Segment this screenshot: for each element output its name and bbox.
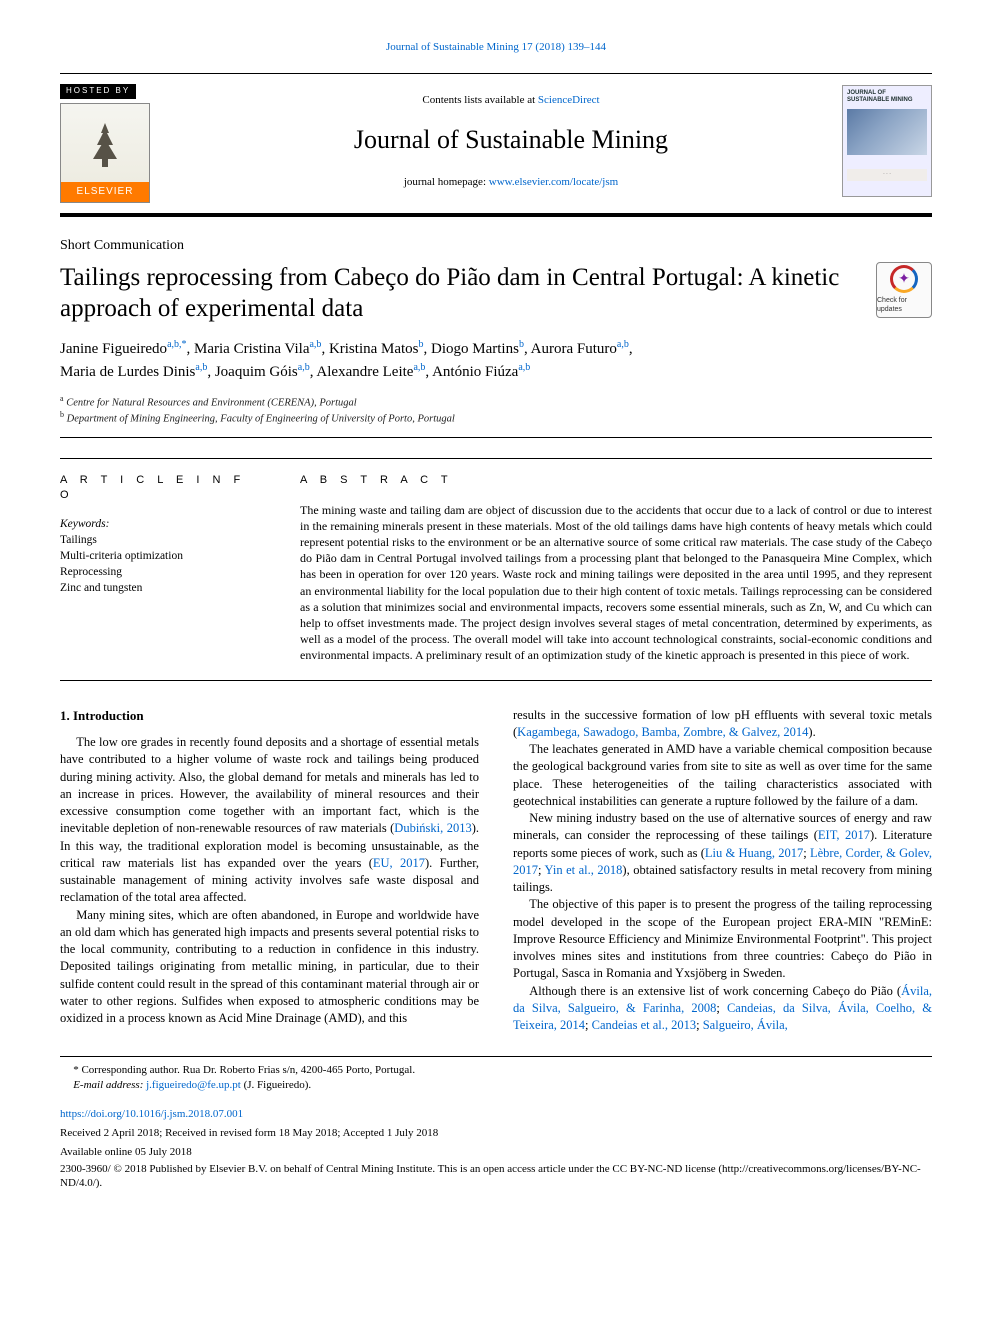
citation-link[interactable]: Salgueiro, Ávila,	[703, 1018, 788, 1032]
journal-homepage-link[interactable]: www.elsevier.com/locate/jsm	[489, 176, 618, 188]
citation-link[interactable]: Yin et al., 2018	[545, 863, 623, 877]
body-paragraph: results in the successive formation of l…	[513, 707, 932, 742]
author[interactable]: Kristina Matosb	[329, 341, 424, 357]
elsevier-wordmark: ELSEVIER	[61, 182, 149, 202]
elsevier-logo[interactable]: ELSEVIER	[60, 103, 150, 203]
history-received: Received 2 April 2018; Received in revis…	[60, 1126, 932, 1141]
author-list: Janine Figueiredoa,b,*, Maria Cristina V…	[60, 338, 932, 384]
footnotes: * Corresponding author. Rua Dr. Roberto …	[60, 1056, 932, 1191]
abstract-head: A B S T R A C T	[300, 473, 932, 488]
journal-homepage-line: journal homepage: www.elsevier.com/locat…	[180, 175, 842, 190]
email-link[interactable]: j.figueiredo@fe.up.pt	[146, 1079, 241, 1091]
keywords-list: Tailings Multi-criteria optimization Rep…	[60, 532, 260, 596]
author-aff: a,b	[298, 362, 310, 373]
hosted-by-label: HOSTED BY	[60, 84, 136, 99]
hosted-by-block: HOSTED BY ELSEVIER	[60, 80, 180, 203]
elsevier-tree-icon	[81, 119, 129, 182]
affiliations: a Centre for Natural Resources and Envir…	[60, 394, 932, 427]
header-center: Contents lists available at ScienceDirec…	[180, 93, 842, 190]
citation-link[interactable]: Dubiński, 2013	[394, 821, 471, 835]
author-aff: a,b	[309, 339, 321, 350]
author[interactable]: Janine Figueiredoa,b,*	[60, 341, 187, 357]
body-paragraph: Many mining sites, which are often aband…	[60, 907, 479, 1028]
journal-cover-thumb[interactable]: JOURNAL OF SUSTAINABLE MINING · · ·	[842, 85, 932, 197]
article-title: Tailings reprocessing from Cabeço do Piã…	[60, 262, 856, 325]
abstract-text: The mining waste and tailing dam are obj…	[300, 502, 932, 664]
citation-link[interactable]: EIT, 2017	[818, 828, 870, 842]
body-paragraph: The leachates generated in AMD have a va…	[513, 741, 932, 810]
keyword: Multi-criteria optimization	[60, 548, 260, 564]
running-header: Journal of Sustainable Mining 17 (2018) …	[60, 40, 932, 55]
journal-name: Journal of Sustainable Mining	[180, 122, 842, 157]
article-info-column: A R T I C L E I N F O Keywords: Tailings…	[60, 473, 260, 664]
author[interactable]: Aurora Futuroa,b	[531, 341, 629, 357]
affiliation-a: a Centre for Natural Resources and Envir…	[60, 394, 932, 411]
author[interactable]: Joaquim Góisa,b	[215, 364, 310, 380]
author-aff: b	[519, 339, 524, 350]
abstract-column: A B S T R A C T The mining waste and tai…	[300, 473, 932, 664]
history-online: Available online 05 July 2018	[60, 1145, 932, 1160]
sciencedirect-link[interactable]: ScienceDirect	[538, 94, 600, 106]
author[interactable]: Maria Cristina Vilaa,b	[194, 341, 321, 357]
email-tail: (J. Figueiredo).	[241, 1079, 311, 1091]
copyright-line: 2300-3960/ © 2018 Published by Elsevier …	[60, 1162, 932, 1192]
author-aff: a,b,*	[167, 339, 186, 350]
cover-image-icon	[847, 109, 927, 155]
author[interactable]: Alexandre Leitea,b	[316, 364, 425, 380]
author-aff: a,b	[413, 362, 425, 373]
rule-thin	[60, 437, 932, 438]
body-paragraph: New mining industry based on the use of …	[513, 810, 932, 896]
journal-homepage-label: journal homepage:	[404, 176, 489, 188]
running-header-link[interactable]: Journal of Sustainable Mining 17 (2018) …	[386, 41, 606, 53]
thick-rule	[60, 213, 932, 217]
email-line: E-mail address: j.figueiredo@fe.up.pt (J…	[60, 1078, 932, 1093]
author[interactable]: Maria de Lurdes Dinisa,b	[60, 364, 207, 380]
body-paragraph: The objective of this paper is to presen…	[513, 896, 932, 982]
email-label: E-mail address:	[73, 1079, 146, 1091]
citation-link[interactable]: Liu & Huang, 2017	[705, 846, 803, 860]
author-aff: a,b	[617, 339, 629, 350]
crossmark-icon: ✦	[890, 265, 918, 293]
author-aff: a,b	[195, 362, 207, 373]
contents-line: Contents lists available at ScienceDirec…	[180, 93, 842, 108]
author-aff: a,b	[518, 362, 530, 373]
author-aff: b	[419, 339, 424, 350]
keyword: Tailings	[60, 532, 260, 548]
contents-line-text: Contents lists available at	[422, 94, 537, 106]
affiliation-b: b Department of Mining Engineering, Facu…	[60, 410, 932, 427]
citation-link[interactable]: EU, 2017	[373, 856, 425, 870]
cover-title: JOURNAL OF SUSTAINABLE MINING	[847, 90, 927, 103]
body-column-right: results in the successive formation of l…	[513, 707, 932, 1035]
cover-footer-bar: · · ·	[847, 169, 927, 181]
keywords-head: Keywords:	[60, 517, 260, 533]
journal-header-band: HOSTED BY ELSEVIER Contents lists availa…	[60, 73, 932, 207]
check-for-updates-button[interactable]: ✦ Check for updates	[876, 262, 932, 318]
author[interactable]: Diogo Martinsb	[431, 341, 524, 357]
check-updates-label: Check for updates	[877, 296, 931, 315]
keyword: Reprocessing	[60, 564, 260, 580]
doi-link[interactable]: https://doi.org/10.1016/j.jsm.2018.07.00…	[60, 1108, 243, 1120]
article-info-head: A R T I C L E I N F O	[60, 473, 260, 503]
citation-link[interactable]: Candeias et al., 2013	[592, 1018, 697, 1032]
author[interactable]: António Fiúzaa,b	[432, 364, 530, 380]
body-paragraph: Although there is an extensive list of w…	[513, 983, 932, 1035]
corresponding-author: * Corresponding author. Rua Dr. Roberto …	[60, 1063, 932, 1078]
body-column-left: 1. Introduction The low ore grades in re…	[60, 707, 479, 1035]
keyword: Zinc and tungsten	[60, 580, 260, 596]
section-heading: 1. Introduction	[60, 707, 479, 725]
body-paragraph: The low ore grades in recently found dep…	[60, 734, 479, 907]
citation-link[interactable]: Kagambega, Sawadogo, Bamba, Zombre, & Ga…	[517, 725, 808, 739]
article-type: Short Communication	[60, 237, 932, 256]
